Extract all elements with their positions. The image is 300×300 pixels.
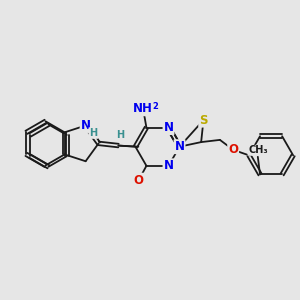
Text: 2: 2 (152, 102, 158, 111)
Text: S: S (199, 114, 208, 127)
Text: H: H (116, 130, 124, 140)
Text: N: N (175, 140, 184, 153)
Text: CH₃: CH₃ (248, 145, 268, 155)
Text: H: H (89, 128, 98, 138)
Text: O: O (134, 174, 144, 187)
Text: N: N (81, 119, 91, 132)
Text: NH: NH (133, 102, 153, 115)
Text: N: N (164, 159, 173, 172)
Text: O: O (228, 143, 238, 156)
Text: N: N (164, 121, 173, 134)
